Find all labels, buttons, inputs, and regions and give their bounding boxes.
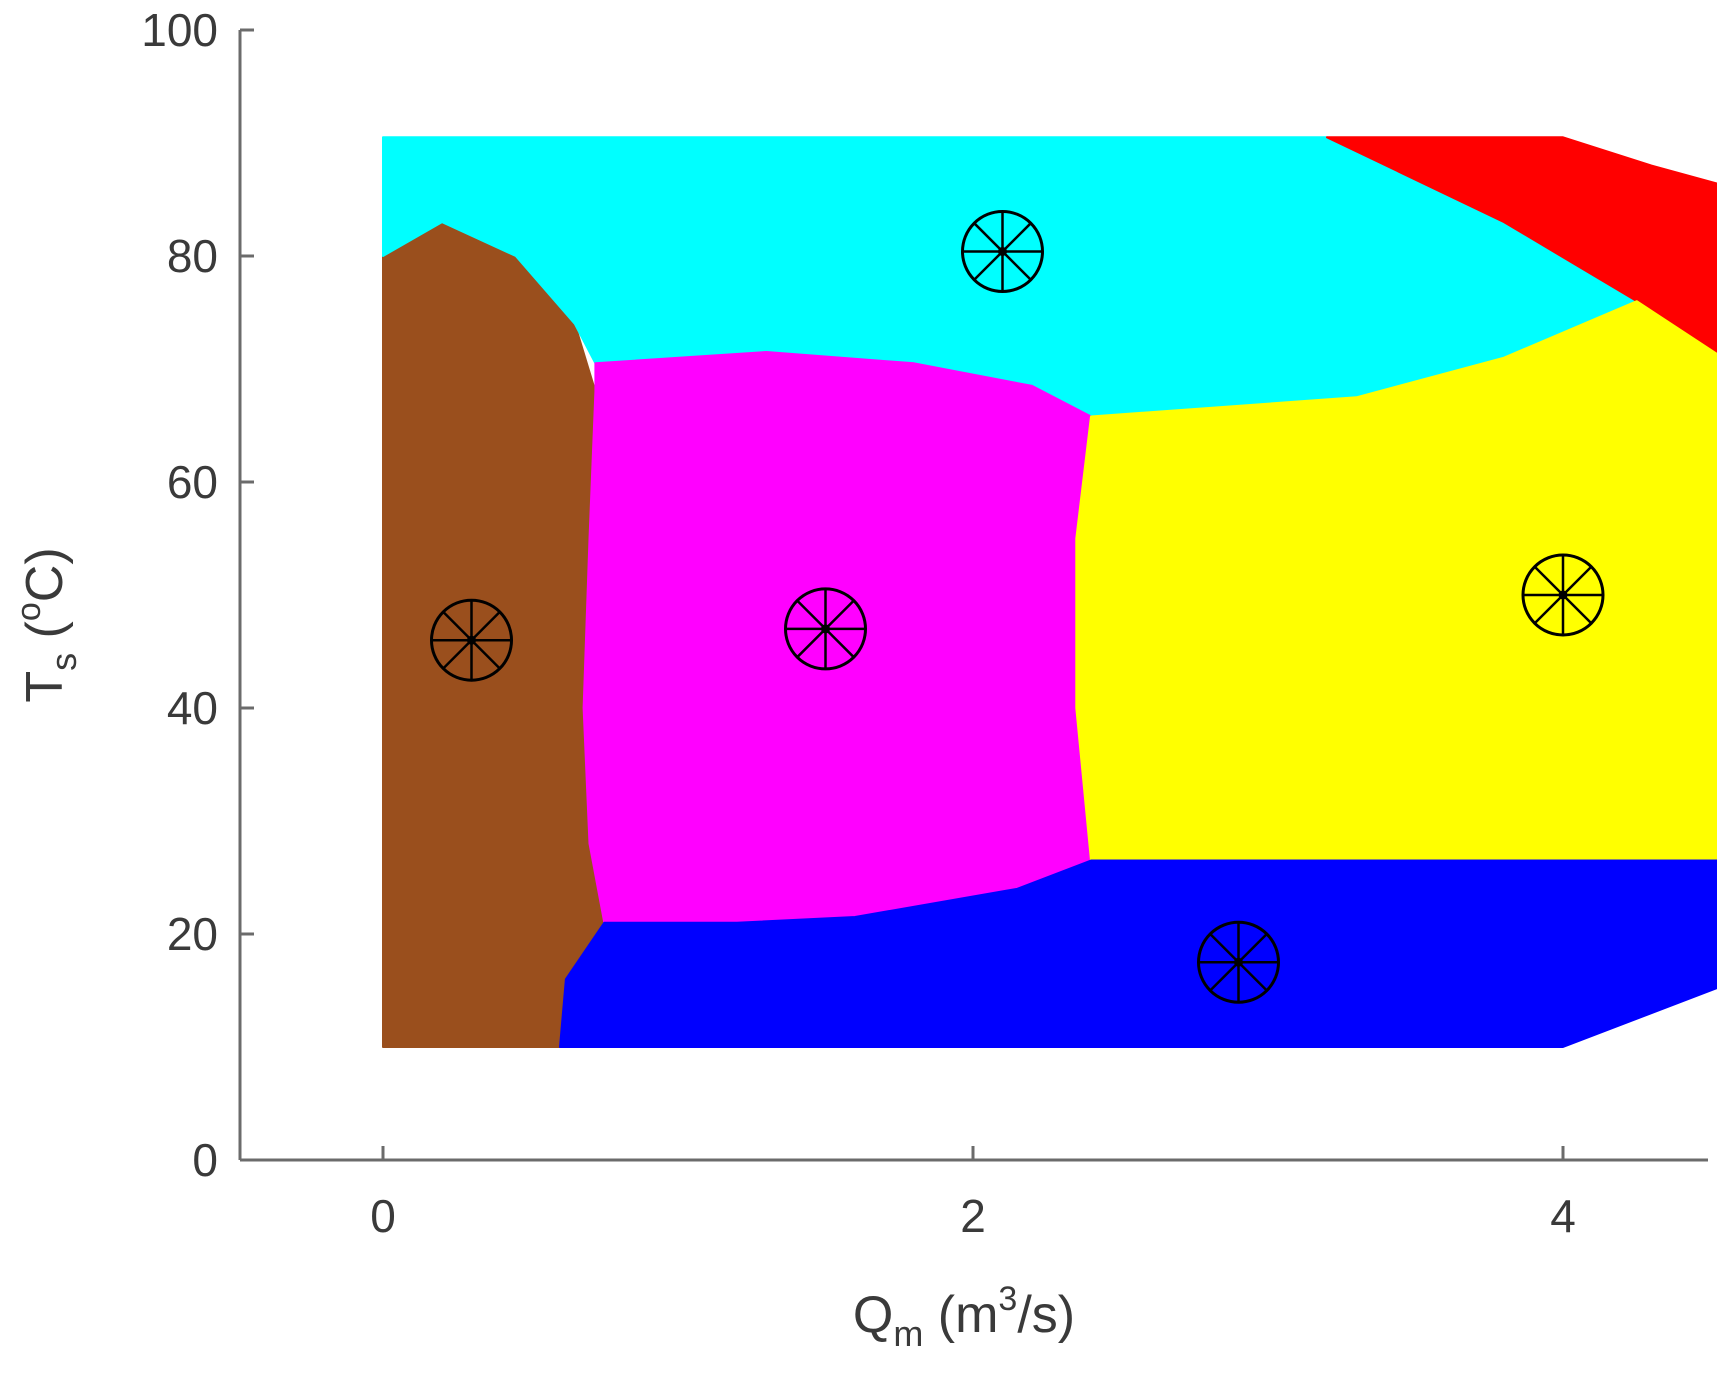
y-axis-label: Ts (oC) xyxy=(10,547,84,702)
x-tick-label-4: 4 xyxy=(1550,1190,1576,1242)
region-brown xyxy=(382,221,606,1048)
y-axis-label-superscript: o xyxy=(10,602,48,621)
region-yellow xyxy=(1075,300,1717,862)
x-tick-label-0: 0 xyxy=(370,1190,396,1242)
marker-cyan xyxy=(961,209,1044,293)
marker-blue xyxy=(1197,920,1280,1004)
y-tick-label-60: 60 xyxy=(167,456,218,508)
x-axis-label: Qm (m3/s) xyxy=(853,1280,1075,1354)
marker-brown xyxy=(430,598,513,682)
x-axis-label-subscript: m xyxy=(893,1313,923,1354)
y-tick-label-80: 80 xyxy=(167,230,218,282)
y-tick-label-0: 0 xyxy=(192,1134,218,1186)
y-tick-label-20: 20 xyxy=(167,908,218,960)
marker-yellow xyxy=(1521,553,1605,637)
ticks: 02468020406080100 xyxy=(141,4,1576,1242)
marker-magenta xyxy=(784,587,867,671)
region-center-markers xyxy=(430,209,1605,1004)
y-tick-label-40: 40 xyxy=(167,682,218,734)
region-magenta xyxy=(582,351,1092,924)
region-blue xyxy=(559,859,1717,1048)
region-areas xyxy=(382,136,1717,1048)
y-tick-label-100: 100 xyxy=(141,4,218,56)
x-tick-label-2: 2 xyxy=(960,1190,986,1242)
x-axis-label-superscript: 3 xyxy=(998,1280,1017,1318)
y-axis-label-subscript: s xyxy=(43,653,84,671)
